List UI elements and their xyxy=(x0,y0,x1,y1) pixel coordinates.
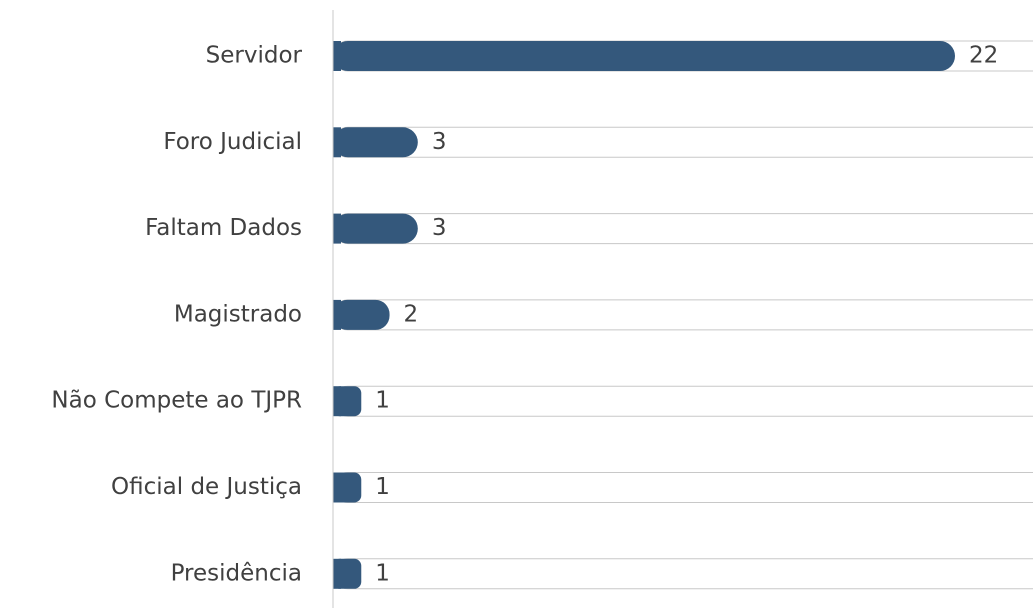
category-label: Foro Judicial xyxy=(163,129,302,155)
bar-track xyxy=(332,472,1033,503)
category-label: Oficial de Justiça xyxy=(111,474,302,500)
bar-track xyxy=(332,558,1033,590)
bar-track xyxy=(332,299,1033,331)
bar xyxy=(333,299,390,330)
bar-left-edge xyxy=(333,558,341,589)
category-label: Faltam Dados xyxy=(145,215,302,241)
value-label: 2 xyxy=(404,301,419,327)
bar-left-edge xyxy=(333,213,341,244)
bar-left-edge xyxy=(333,299,341,330)
category-label: Servidor xyxy=(206,43,303,69)
category-label: Presidência xyxy=(171,560,302,586)
bar-track xyxy=(332,385,1033,417)
bar-left-edge xyxy=(333,127,341,158)
value-label: 22 xyxy=(969,43,998,69)
bar xyxy=(333,127,418,158)
value-label: 1 xyxy=(375,388,390,414)
value-label: 1 xyxy=(375,474,390,500)
value-label: 1 xyxy=(375,560,390,586)
bar-left-edge xyxy=(333,472,341,503)
value-label: 3 xyxy=(432,129,447,155)
value-label: 3 xyxy=(432,215,447,241)
bar xyxy=(333,41,955,71)
category-label: Não Compete ao TJPR xyxy=(51,388,302,414)
bar xyxy=(333,213,418,244)
bar-left-edge xyxy=(333,41,341,71)
category-label: Magistrado xyxy=(174,301,302,327)
bar-left-edge xyxy=(333,386,341,417)
